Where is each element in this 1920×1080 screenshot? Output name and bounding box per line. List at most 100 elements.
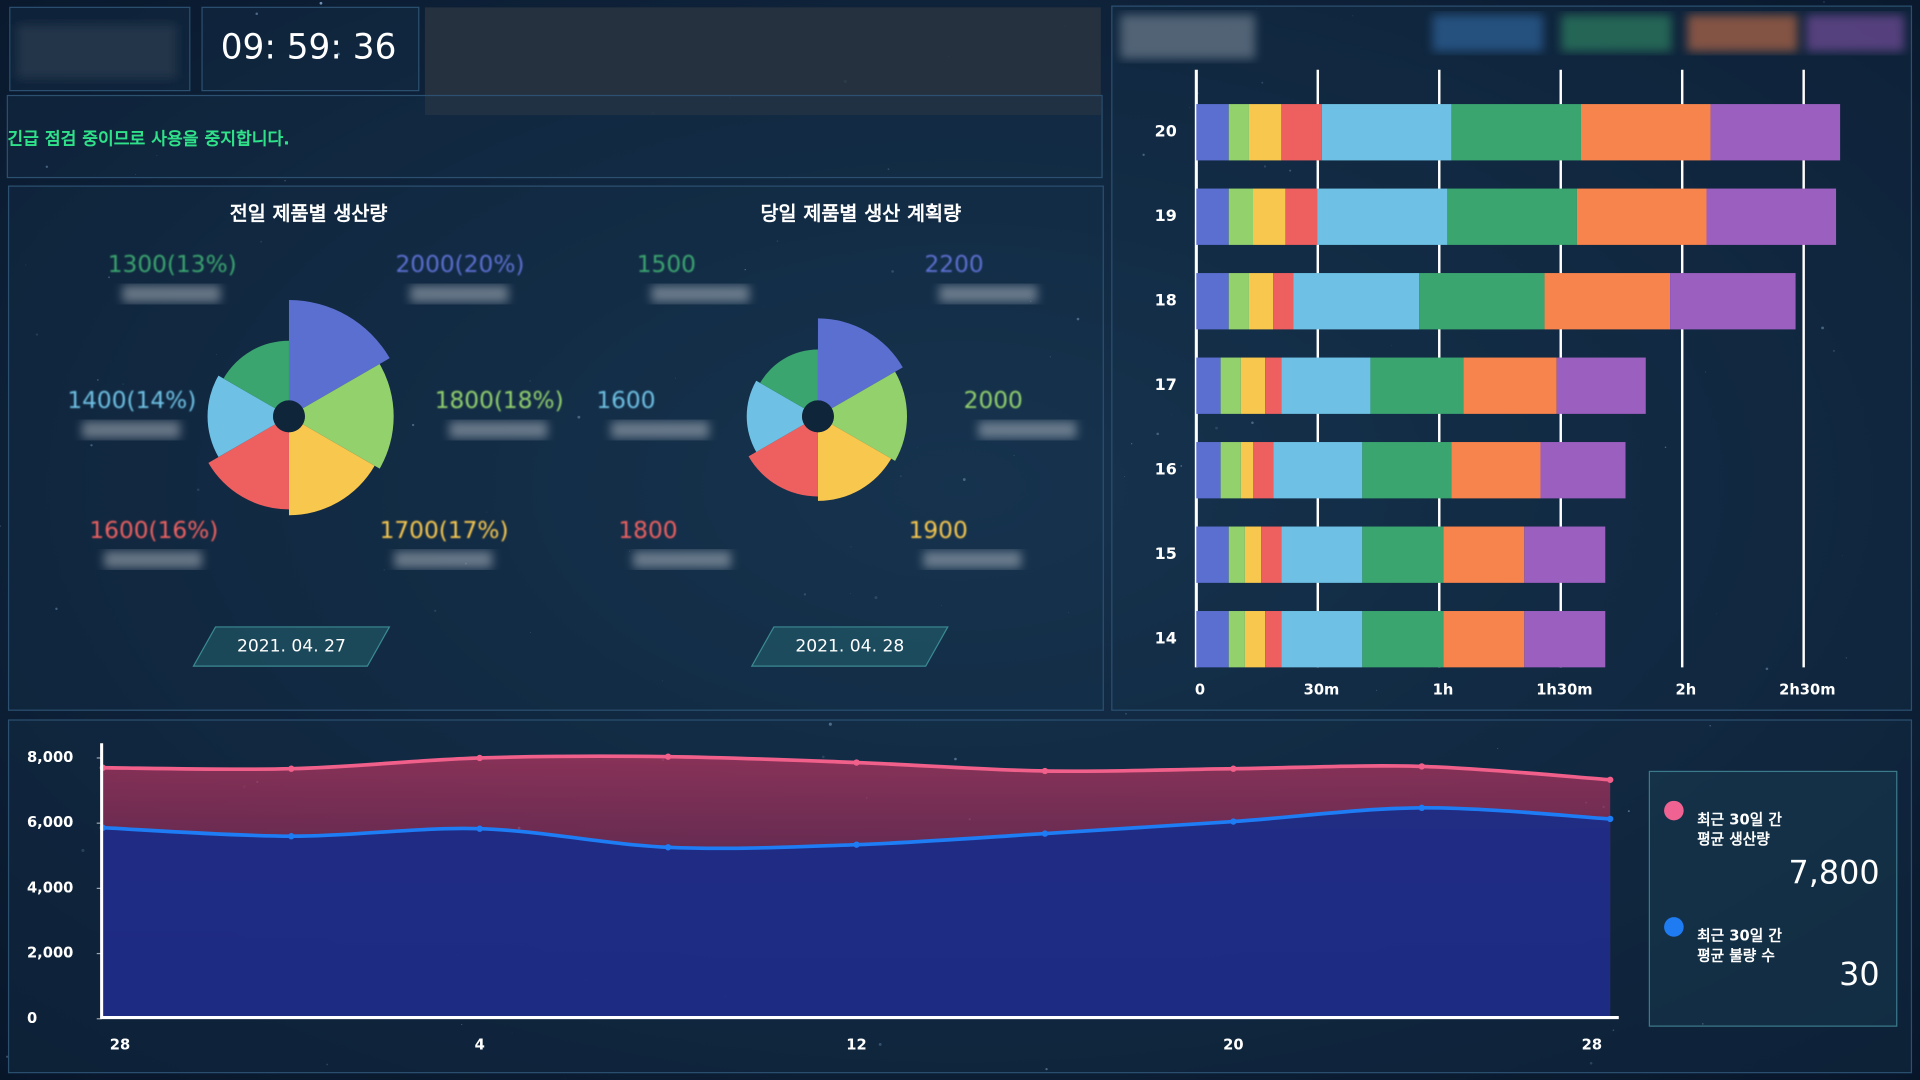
line-point	[1418, 763, 1425, 770]
star	[1289, 169, 1292, 172]
star	[1704, 371, 1707, 373]
star	[319, 1, 323, 5]
bar-segment	[1706, 188, 1837, 245]
legend-blur	[1687, 14, 1798, 52]
line-point	[476, 754, 483, 762]
star	[1858, 964, 1860, 966]
notice-panel	[6, 94, 1103, 179]
bar-segment	[1293, 273, 1420, 330]
star	[383, 569, 385, 571]
chart-title: 당일 제품별 생산 계획량	[761, 202, 962, 225]
bar-segment	[1670, 273, 1796, 330]
summary-value: 30	[1839, 955, 1880, 993]
date-badge	[192, 626, 391, 667]
bar-segment	[1281, 611, 1363, 668]
y-tick-label: 0	[27, 1010, 37, 1027]
x-tick-label: 0	[1195, 682, 1205, 699]
star	[962, 478, 966, 481]
date-label: 2021. 04. 28	[795, 637, 904, 657]
star	[1251, 421, 1254, 424]
slice-label: 1600(16%)	[89, 517, 218, 544]
line-point	[288, 765, 295, 772]
star	[822, 755, 825, 759]
star	[776, 240, 779, 242]
star	[662, 680, 663, 682]
y-tick-label: 2,000	[27, 945, 73, 962]
slice-name-blur	[923, 551, 1022, 569]
star	[887, 168, 890, 170]
slice-name-blur	[449, 421, 548, 439]
star	[215, 353, 217, 355]
star	[1125, 712, 1127, 715]
slice-name-blur	[651, 285, 750, 303]
bar-segment	[1196, 611, 1229, 668]
pie-slice	[288, 424, 375, 516]
star	[1833, 350, 1835, 352]
star	[674, 377, 676, 379]
pie-slice	[746, 380, 805, 452]
bar-segment	[1362, 442, 1452, 499]
bar-segment	[1228, 188, 1254, 245]
legend-blur	[1561, 14, 1672, 52]
star	[45, 165, 49, 168]
area	[102, 807, 1611, 1019]
bar-segment	[1447, 188, 1577, 245]
slice-name-blur	[82, 421, 180, 439]
bar-segment	[1451, 442, 1541, 499]
star	[108, 276, 110, 279]
line-point	[853, 759, 860, 766]
bar-segment	[1244, 526, 1262, 583]
line-point	[664, 844, 672, 851]
star	[891, 270, 894, 273]
date-badge	[750, 626, 949, 667]
star	[135, 174, 136, 175]
pie-slice	[748, 424, 818, 497]
star	[1612, 1029, 1615, 1031]
star	[917, 447, 919, 449]
x-tick-label: 28	[110, 1037, 130, 1054]
star	[900, 475, 902, 477]
star	[874, 596, 878, 600]
bar-segment	[1443, 526, 1525, 583]
star	[930, 269, 932, 272]
bar-segment	[1524, 611, 1606, 668]
star	[1821, 326, 1825, 330]
star	[1375, 689, 1378, 691]
star	[1171, 414, 1172, 416]
y-tick-label: 8,000	[27, 749, 73, 766]
bar-segment	[1285, 188, 1318, 245]
star	[122, 383, 124, 385]
star	[1124, 476, 1126, 477]
star	[260, 240, 262, 243]
line-point	[664, 753, 672, 760]
star	[6, 1055, 9, 1058]
bar-segment	[1228, 104, 1249, 161]
star	[505, 254, 509, 257]
pie-slice	[288, 300, 390, 409]
star	[0, 525, 2, 528]
star	[1845, 657, 1848, 659]
chart-title: 전일 제품별 생산량	[230, 202, 388, 225]
y-tick-label: 18	[1155, 291, 1177, 310]
star	[1823, 1, 1825, 3]
bar-segment	[1321, 104, 1452, 161]
star	[1180, 465, 1183, 467]
star	[1352, 15, 1354, 17]
star	[878, 1042, 882, 1046]
star	[941, 605, 942, 607]
star	[1261, 81, 1264, 84]
slice-label: 1400(14%)	[67, 387, 196, 414]
legend-blur	[1806, 14, 1905, 52]
star	[434, 609, 437, 612]
legend-blur	[1432, 14, 1543, 52]
logo-blur	[17, 24, 177, 79]
star	[1256, 8, 1257, 9]
bar-segment	[1240, 442, 1254, 499]
x-tick-label: 2h	[1676, 682, 1697, 699]
star	[1131, 443, 1133, 445]
x-tick-label: 30m	[1304, 682, 1340, 699]
pie-slice	[302, 363, 394, 469]
star	[284, 180, 286, 182]
